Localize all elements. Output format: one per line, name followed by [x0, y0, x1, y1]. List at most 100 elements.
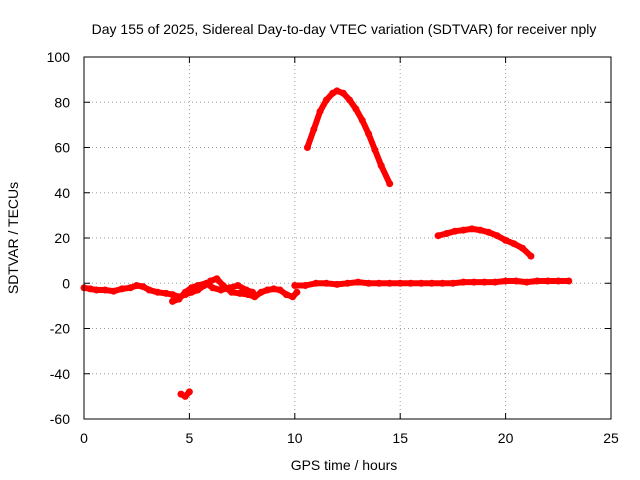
x-tick-label: 10 — [287, 430, 303, 446]
data-point — [491, 278, 499, 286]
data-point — [213, 275, 221, 283]
data-point — [236, 289, 244, 297]
data-point — [209, 284, 217, 292]
data-point — [365, 279, 373, 287]
data-point — [407, 279, 415, 287]
x-tick-label: 0 — [80, 430, 88, 446]
data-point — [181, 288, 189, 296]
data-point — [523, 278, 531, 286]
data-point — [293, 288, 301, 296]
data-point — [169, 291, 176, 299]
data-point — [289, 293, 297, 301]
data-point — [217, 286, 225, 294]
y-tick-label: 20 — [54, 230, 70, 246]
data-point — [282, 291, 290, 299]
y-tick-label: 80 — [54, 94, 70, 110]
data-point — [322, 96, 330, 104]
data-point — [459, 278, 467, 286]
data-point — [352, 105, 360, 113]
data-point — [386, 279, 394, 287]
data-point — [365, 130, 373, 138]
data-point — [301, 282, 309, 289]
y-tick-label: 100 — [47, 49, 71, 65]
data-point — [276, 286, 284, 294]
data-point — [316, 107, 324, 115]
data-point — [438, 279, 446, 287]
y-tick-label: 60 — [54, 140, 70, 156]
data-point — [126, 284, 134, 292]
data-point — [333, 87, 341, 95]
series-baseline-secondary-trace — [169, 279, 257, 305]
plot-frame — [83, 56, 612, 420]
data-points — [80, 87, 573, 400]
data-point — [154, 288, 162, 296]
data-point — [354, 278, 362, 286]
data-point — [533, 277, 541, 285]
data-point — [101, 286, 109, 294]
series-peak-arc-2 — [434, 225, 535, 260]
data-point — [181, 392, 189, 400]
data-point — [502, 277, 510, 285]
data-point — [481, 278, 488, 286]
x-tick-label: 5 — [186, 430, 194, 446]
data-point — [371, 146, 379, 154]
data-point — [185, 388, 193, 396]
data-point — [451, 227, 459, 235]
data-point — [86, 285, 94, 293]
data-point — [502, 236, 510, 244]
data-point — [434, 232, 442, 240]
data-point — [493, 232, 501, 240]
data-point — [510, 240, 518, 248]
series-baseline-0-6h — [80, 275, 301, 301]
data-point — [202, 279, 210, 287]
data-point — [139, 283, 147, 291]
data-point — [527, 252, 535, 260]
series-baseline-10-23h — [291, 277, 573, 289]
data-point — [145, 286, 153, 294]
x-tick-label: 20 — [498, 430, 514, 446]
data-point — [270, 285, 278, 293]
data-point — [322, 279, 330, 287]
data-point — [333, 280, 341, 288]
data-point — [249, 288, 257, 296]
series-outlier-segment — [177, 388, 193, 400]
y-tick-label: -20 — [50, 321, 70, 337]
data-point — [417, 279, 425, 287]
data-point — [443, 230, 451, 237]
data-point — [377, 162, 385, 170]
data-point — [194, 282, 202, 289]
data-point — [188, 284, 195, 292]
data-point — [346, 96, 354, 104]
data-point — [257, 288, 265, 296]
data-point — [468, 225, 476, 233]
series-peak-arc-1 — [303, 87, 394, 188]
data-point — [291, 282, 299, 289]
data-point — [459, 226, 467, 234]
data-point — [226, 284, 233, 292]
x-axis-label: GPS time / hours — [291, 457, 398, 473]
y-tick-label: -40 — [50, 366, 70, 382]
x-tick-label: 15 — [392, 430, 408, 446]
data-point — [519, 244, 526, 252]
data-point — [93, 286, 101, 294]
data-point — [339, 89, 347, 97]
x-tick-label: 25 — [603, 430, 619, 446]
data-point — [565, 277, 573, 285]
data-point — [485, 228, 493, 236]
data-point — [263, 286, 271, 294]
y-tick-label: -60 — [50, 411, 70, 427]
data-point — [312, 279, 320, 287]
data-point — [242, 286, 250, 294]
data-point — [175, 295, 183, 303]
y-axis-label: SDTVAR / TECUs — [5, 182, 21, 294]
data-point — [162, 289, 170, 297]
data-point — [386, 180, 394, 188]
data-point — [396, 279, 404, 287]
data-point — [554, 277, 562, 285]
data-point — [169, 297, 176, 305]
data-point — [358, 116, 366, 124]
data-point — [310, 125, 318, 133]
data-point — [512, 277, 520, 285]
data-point — [544, 277, 552, 285]
